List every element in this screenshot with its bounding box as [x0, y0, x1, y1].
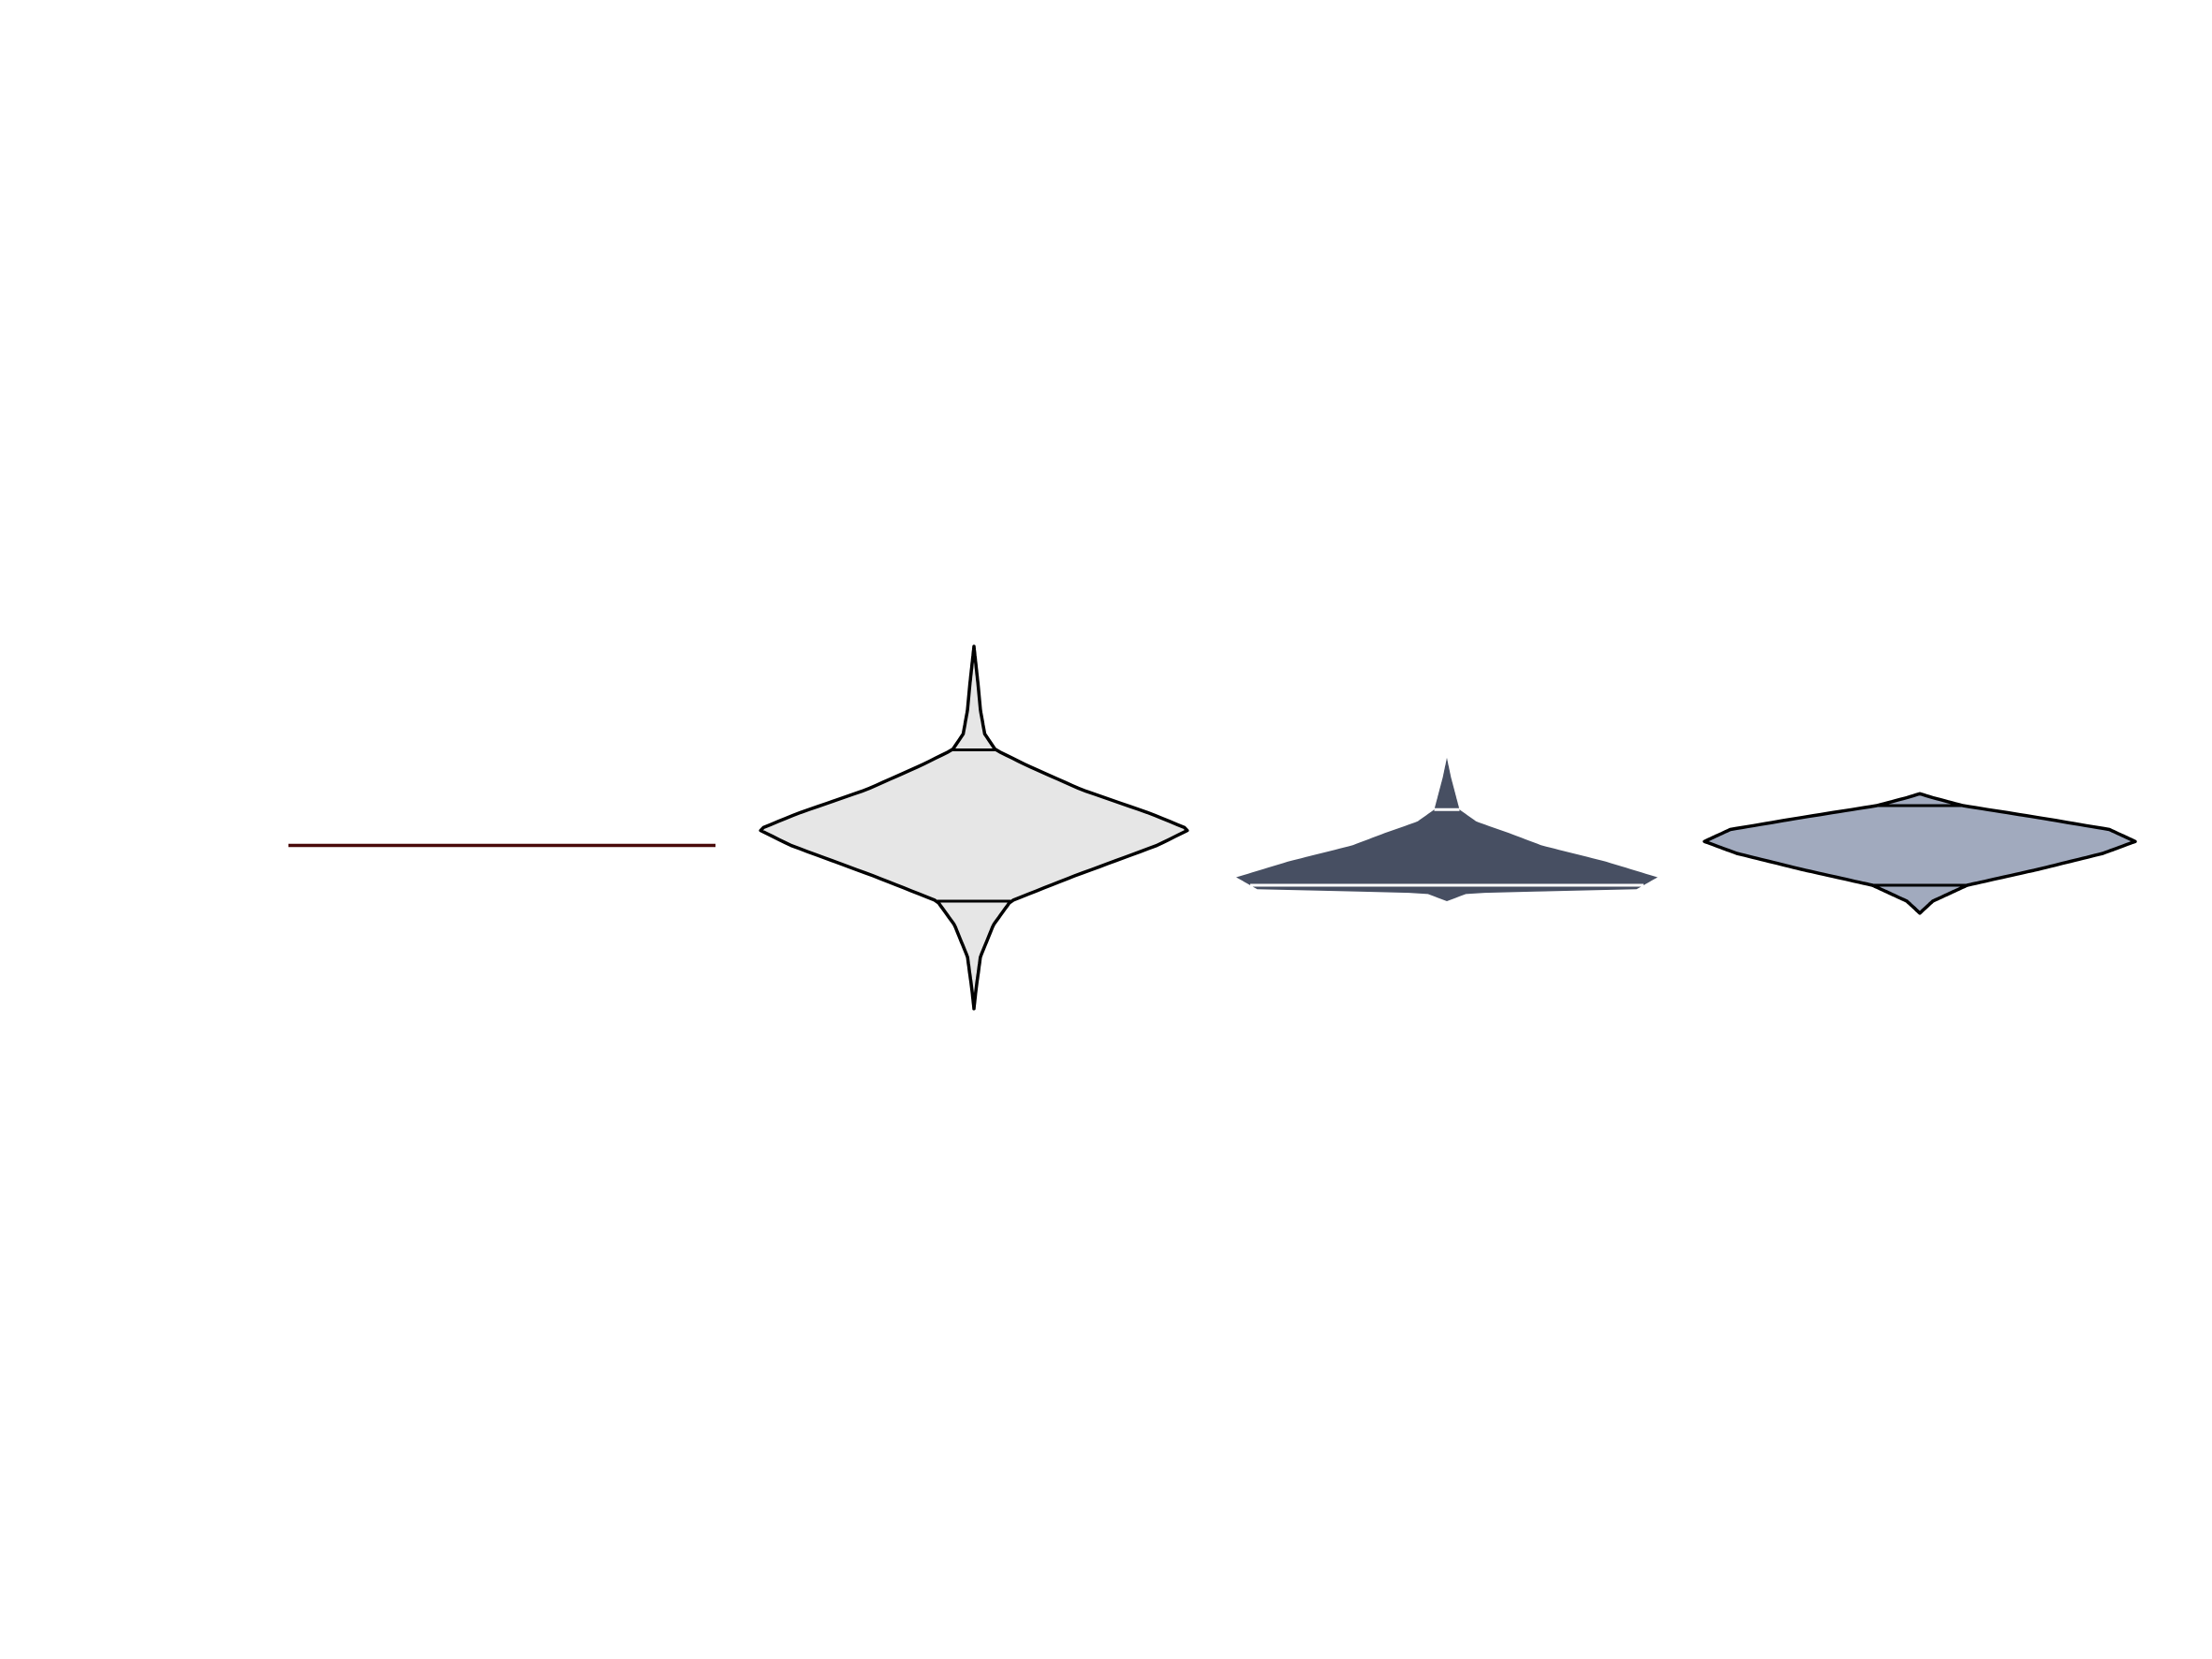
plot-area — [288, 644, 2137, 1011]
violin-3 — [1703, 792, 2137, 915]
violin-2 — [1236, 758, 1658, 901]
violin-1 — [759, 644, 1189, 1011]
